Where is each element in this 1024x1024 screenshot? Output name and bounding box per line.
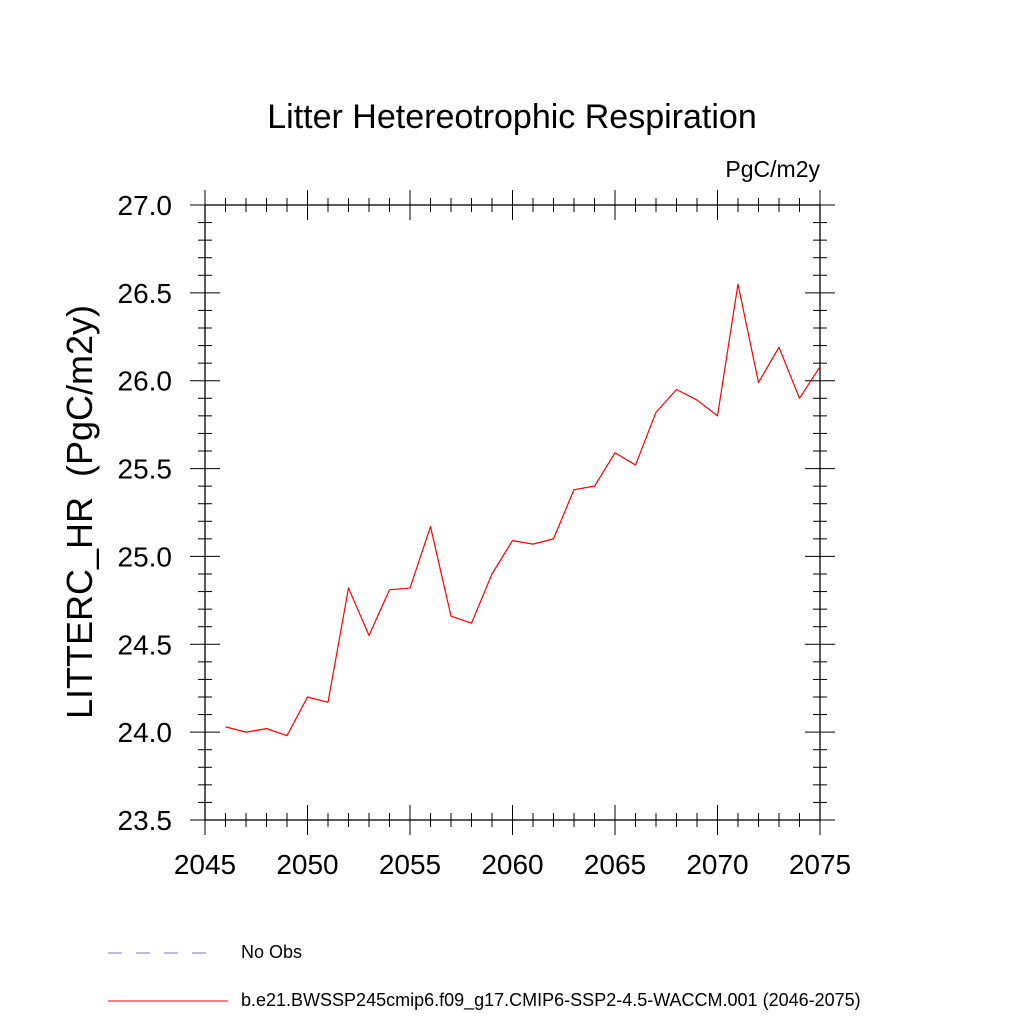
legend [108, 952, 228, 1002]
legend-label-no-obs: No Obs [241, 942, 303, 962]
y-tick-label: 24.5 [118, 629, 173, 660]
x-tick-label: 2050 [276, 849, 338, 880]
x-tick-label: 2070 [686, 849, 748, 880]
y-tick-label: 26.0 [118, 366, 173, 397]
y-tick-label: 26.5 [118, 278, 173, 309]
x-tick-label: 2065 [584, 849, 646, 880]
y-tick-label: 24.0 [118, 717, 173, 748]
y-tick-label: 25.5 [118, 454, 173, 485]
x-tick-label: 2060 [481, 849, 543, 880]
x-tick-label: 2055 [379, 849, 441, 880]
series-line-0 [225, 283, 821, 737]
y-tick-label: 25.0 [118, 541, 173, 572]
units-label: PgC/m2y [725, 156, 820, 182]
y-tick-label: 23.5 [118, 805, 173, 836]
plot-frame [204, 204, 821, 821]
axis-ticks [190, 190, 835, 835]
x-tick-label: 2075 [789, 849, 851, 880]
series-group [225, 283, 821, 737]
y-axis-label: LITTERC_HR (PgC/m2y) [59, 304, 100, 720]
x-tick-label: 2045 [174, 849, 236, 880]
legend-label-model-run: b.e21.BWSSP245cmip6.f09_g17.CMIP6-SSP2-4… [241, 990, 861, 1010]
y-tick-label: 27.0 [118, 190, 173, 221]
axis-tick-labels: 2045 2050 2055 2060 2065 2070 2075 23.5 24.0 24.5… [118, 190, 852, 880]
chart-title: Litter Hetereotrophic Respiration [267, 98, 757, 136]
